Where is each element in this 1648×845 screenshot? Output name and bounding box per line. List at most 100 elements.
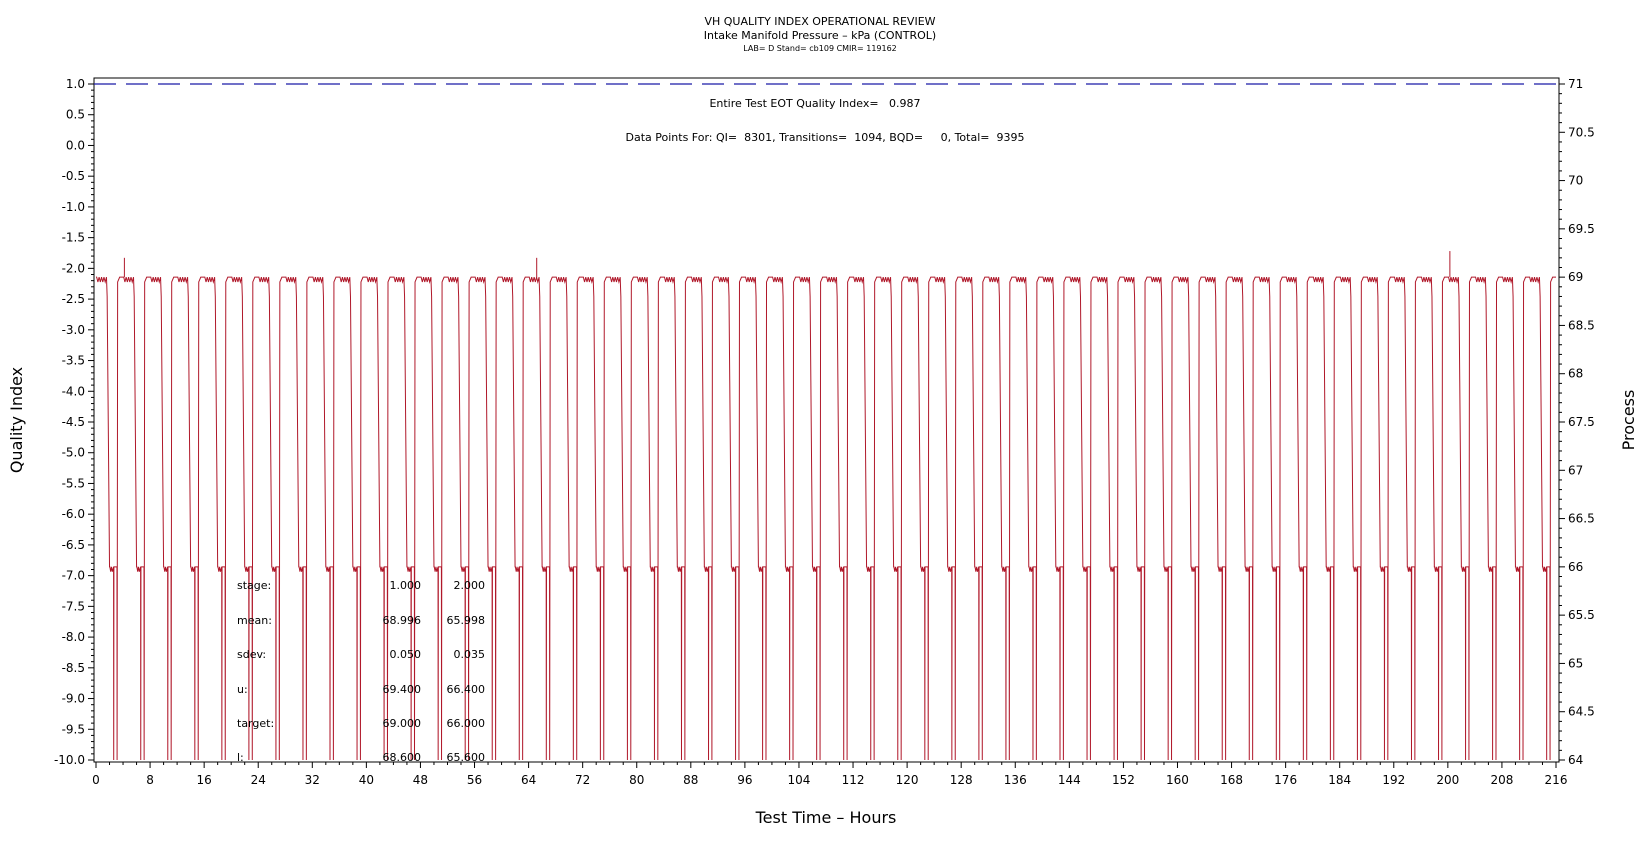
y2-tick-label: 66.5	[1568, 512, 1595, 526]
y2-tick-label: 65.5	[1568, 608, 1595, 622]
y2-tick-label: 64	[1568, 753, 1583, 767]
x-tick-label: 104	[788, 773, 811, 787]
y-tick-label: -3.0	[62, 323, 85, 337]
x-tick-label: 160	[1166, 773, 1189, 787]
stats-row-value-2: 0.035	[454, 648, 486, 661]
y-tick-label: -2.0	[62, 261, 85, 275]
stats-row-value-1: 0.050	[390, 648, 422, 661]
x-tick-label: 208	[1490, 773, 1513, 787]
stats-row: stage: 1.000 2.000	[237, 579, 485, 592]
x-tick-label: 32	[305, 773, 320, 787]
series-group	[96, 251, 1556, 761]
y2-tick-label: 65	[1568, 656, 1583, 670]
y2-tick-label: 67.5	[1568, 415, 1595, 429]
y-axis-ticks: 1.0 0.5 0.0 -0.5 -1.0 -1.5 -2.0 -2.5 -3.0 -3.5 -4.…	[54, 77, 94, 767]
x-tick-label: 176	[1274, 773, 1297, 787]
y-tick-label: -2.5	[62, 292, 85, 306]
stats-row-label: mean:	[237, 614, 272, 627]
x-tick-label: 88	[683, 773, 698, 787]
y-tick-label: -8.5	[62, 661, 85, 675]
x-axis-label: Test Time – Hours	[755, 808, 897, 827]
chart-subtitle-2: LAB= D Stand= cb109 CMIR= 119162	[743, 44, 897, 53]
y-tick-label: -8.0	[62, 630, 85, 644]
y-tick-label: -10.0	[54, 753, 85, 767]
y-tick-label: -6.0	[62, 507, 85, 521]
stats-table: stage: 1.000 2.000 mean: 68.996 65.998 s…	[237, 579, 485, 764]
x-tick-label: 48	[413, 773, 428, 787]
x-tick-label: 112	[842, 773, 865, 787]
y-tick-label: 1.0	[66, 77, 85, 91]
stats-row-label: stage:	[237, 579, 271, 592]
x-tick-label: 168	[1220, 773, 1243, 787]
stats-row-label: target:	[237, 717, 274, 730]
y2-tick-label: 69.5	[1568, 222, 1595, 236]
y-tick-label: -4.5	[62, 415, 85, 429]
y2-tick-label: 67	[1568, 463, 1583, 477]
y2-axis-label: Process	[1619, 390, 1638, 451]
y2-tick-label: 64.5	[1568, 705, 1595, 719]
stats-row: l: 68.600 65.600	[237, 751, 485, 764]
y-tick-label: 0.0	[66, 138, 85, 152]
x-tick-label: 192	[1382, 773, 1405, 787]
stats-row-value-1: 68.600	[383, 751, 422, 764]
stats-row: mean: 68.996 65.998	[237, 614, 485, 627]
y-tick-label: -6.5	[62, 538, 85, 552]
stats-row-value-2: 65.600	[447, 751, 486, 764]
stats-row: target: 69.000 66.000	[237, 717, 485, 730]
y-tick-label: -9.0	[62, 692, 85, 706]
x-tick-label: 64	[521, 773, 536, 787]
x-tick-label: 16	[197, 773, 212, 787]
y2-tick-label: 69	[1568, 270, 1583, 284]
stats-row: u: 69.400 66.400	[237, 683, 485, 696]
x-tick-label: 24	[251, 773, 266, 787]
y2-tick-label: 70.5	[1568, 125, 1595, 139]
y2-tick-label: 68.5	[1568, 318, 1595, 332]
y-tick-label: -1.5	[62, 231, 85, 245]
process-series-line	[96, 276, 1556, 761]
x-tick-label: 136	[1004, 773, 1027, 787]
y2-tick-label: 68	[1568, 367, 1583, 381]
x-tick-label: 144	[1058, 773, 1081, 787]
x-tick-label: 56	[467, 773, 482, 787]
stats-row-value-1: 68.996	[383, 614, 422, 627]
y-tick-label: -1.0	[62, 200, 85, 214]
y-tick-label: -9.5	[62, 722, 85, 736]
x-tick-label: 152	[1112, 773, 1135, 787]
chart-title: VH QUALITY INDEX OPERATIONAL REVIEW	[704, 15, 935, 28]
x-tick-label: 40	[359, 773, 374, 787]
x-tick-label: 8	[146, 773, 154, 787]
stats-row-value-1: 1.000	[390, 579, 422, 592]
stats-row-value-2: 65.998	[447, 614, 486, 627]
x-axis-ticks: 0 8 16 24 32 40 48 56 64 72 80 88 96 104 112 120 128 136 1…	[92, 762, 1567, 787]
stats-row-value-2: 2.000	[454, 579, 486, 592]
y-tick-label: -4.0	[62, 384, 85, 398]
y-tick-label: -7.5	[62, 599, 85, 613]
stats-row-value-2: 66.000	[447, 717, 486, 730]
x-tick-label: 216	[1545, 773, 1568, 787]
data-points-annotation: Data Points For: QI= 8301, Transitions= …	[626, 131, 1025, 144]
x-tick-label: 184	[1328, 773, 1351, 787]
y-tick-label: -7.0	[62, 569, 85, 583]
y2-tick-label: 70	[1568, 174, 1583, 188]
x-tick-label: 120	[896, 773, 919, 787]
stats-row-label: u:	[237, 683, 248, 696]
y-tick-label: -3.5	[62, 354, 85, 368]
eot-quality-index-annotation: Entire Test EOT Quality Index= 0.987	[709, 97, 920, 110]
x-tick-label: 128	[950, 773, 973, 787]
stats-row-value-1: 69.000	[383, 717, 422, 730]
y-axis-label: Quality Index	[7, 367, 26, 473]
y2-tick-label: 71	[1568, 77, 1583, 91]
x-tick-label: 96	[737, 773, 752, 787]
stats-row-value-2: 66.400	[447, 683, 486, 696]
y2-tick-label: 66	[1568, 560, 1583, 574]
stats-row-label: l:	[237, 751, 244, 764]
chart-subtitle: Intake Manifold Pressure – kPa (CONTROL)	[704, 29, 936, 42]
y-tick-label: -0.5	[62, 169, 85, 183]
stats-row-value-1: 69.400	[383, 683, 422, 696]
plot-frame	[93, 77, 1560, 763]
stats-row-label: sdev:	[237, 648, 266, 661]
x-tick-label: 80	[629, 773, 644, 787]
x-tick-label: 200	[1436, 773, 1459, 787]
y-tick-label: -5.5	[62, 476, 85, 490]
